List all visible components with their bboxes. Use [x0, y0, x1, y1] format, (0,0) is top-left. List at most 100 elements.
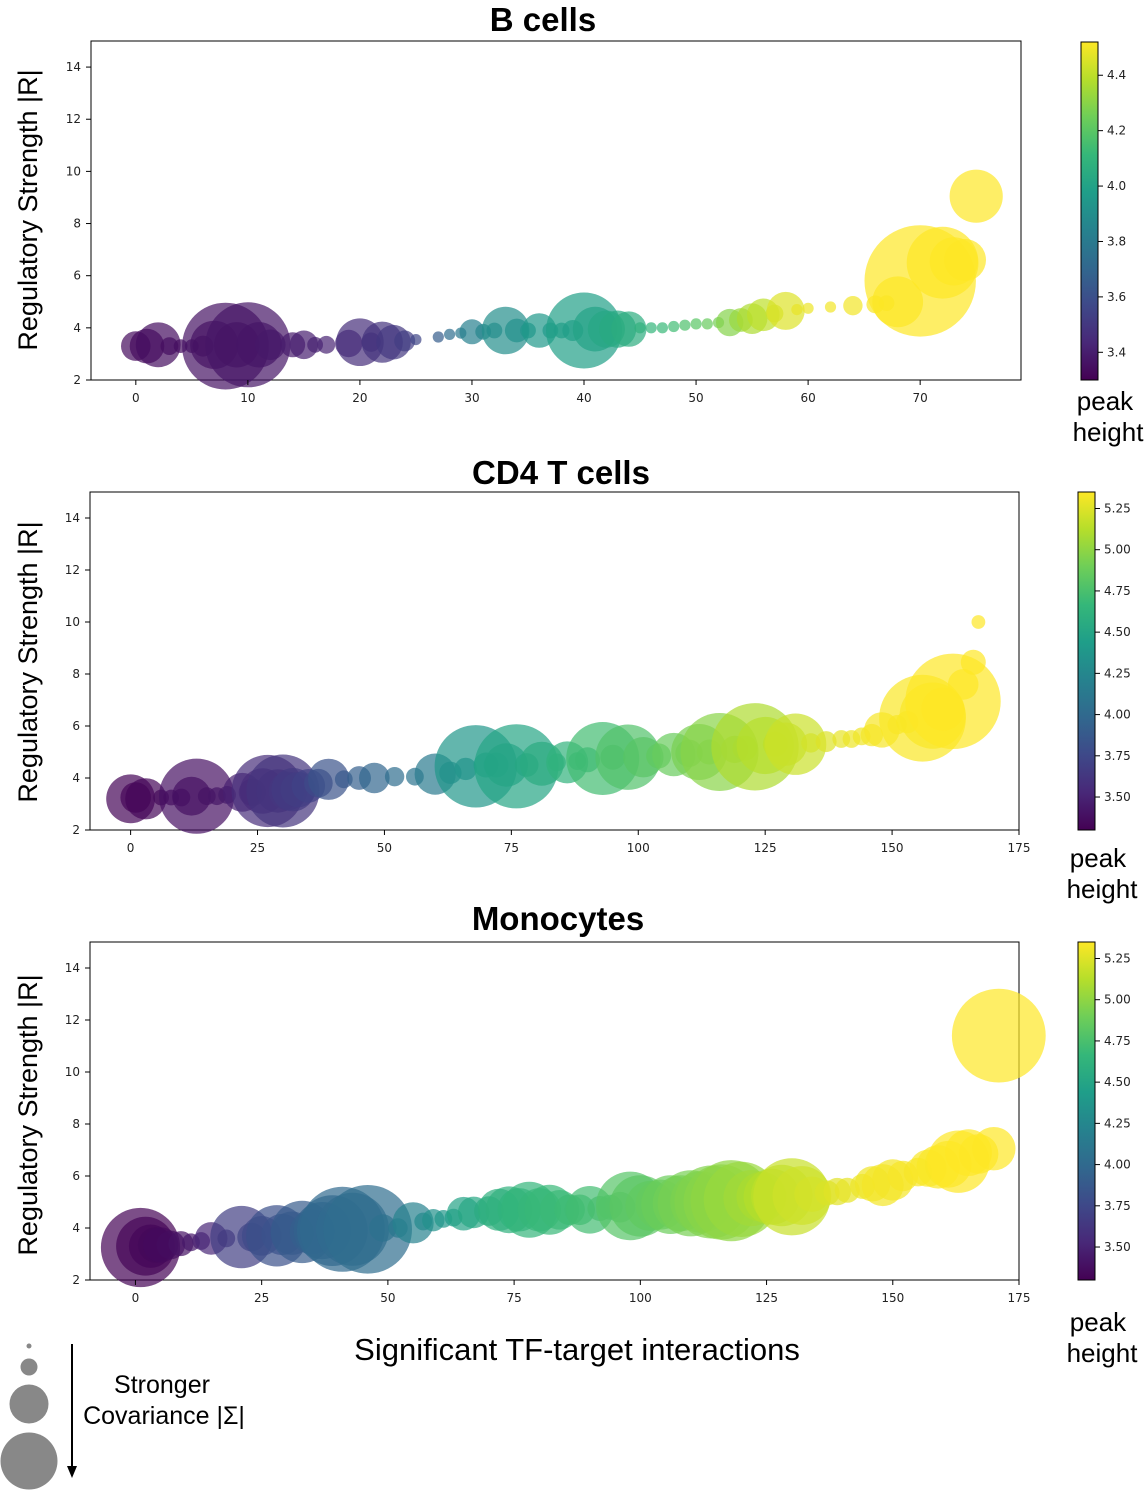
y-axis-ticks: 2 4 6 8 10 12 14 [66, 60, 91, 387]
y-tick-label: 14 [65, 961, 80, 975]
colorbar [1077, 941, 1096, 1281]
data-point [690, 318, 702, 330]
data-point [815, 731, 837, 753]
size-legend-label-line1: Stronger [114, 1371, 210, 1399]
y-tick-label: 14 [65, 511, 80, 525]
colorbar-tick-label: 4.25 [1104, 1116, 1131, 1130]
size-legend-circle-m [9, 1384, 49, 1424]
colorbar-tick-label: 3.6 [1107, 290, 1126, 304]
x-tick-label: 0 [127, 841, 135, 855]
y-tick-label: 6 [72, 719, 80, 733]
colorbar-tick-label: 5.25 [1104, 951, 1131, 965]
x-axis-ticks: 0 10 20 30 40 50 60 70 [132, 380, 928, 405]
colorbar-ticks: 3.50 3.75 4.00 4.25 4.50 4.75 5.00 5.25 [1095, 951, 1131, 1254]
colorbar-tick-label: 4.50 [1104, 1075, 1131, 1089]
y-tick-label: 4 [73, 321, 81, 335]
colorbar-tick-label: 4.2 [1107, 124, 1126, 138]
x-tick-label: 0 [132, 1291, 140, 1305]
data-point [843, 296, 863, 316]
colorbar-tick-label: 3.50 [1104, 790, 1131, 804]
scatter-points [100, 988, 1046, 1288]
data-point [359, 762, 390, 794]
data-point [504, 318, 529, 343]
data-point [947, 669, 979, 700]
data-point [384, 767, 405, 787]
data-point [905, 653, 1001, 749]
data-point [392, 1202, 434, 1244]
y-axis-label: Regulatory Strength |R| [13, 521, 43, 802]
y-axis-label: Regulatory Strength |R| [13, 69, 43, 350]
data-point [960, 649, 986, 675]
y-tick-label: 12 [65, 1013, 80, 1027]
colorbar-tick-label: 4.25 [1104, 666, 1131, 680]
x-tick-label: 50 [380, 1291, 395, 1305]
y-tick-label: 8 [72, 1117, 80, 1131]
data-point [317, 335, 336, 354]
data-point [766, 291, 805, 330]
y-tick-label: 8 [73, 217, 81, 231]
colorbar-tick-label: 3.50 [1104, 1240, 1131, 1254]
size-legend-label-line2: Covariance |Σ| [83, 1402, 245, 1430]
y-tick-label: 10 [65, 1065, 80, 1079]
size-legend-arrow-head [67, 1466, 77, 1478]
data-point [701, 318, 713, 330]
data-point [410, 334, 422, 346]
data-point [254, 329, 286, 361]
data-point [802, 302, 814, 314]
y-tick-label: 2 [72, 823, 80, 837]
data-point [791, 304, 803, 316]
x-tick-label: 20 [352, 391, 367, 405]
y-tick-label: 4 [72, 1221, 80, 1235]
data-point [668, 320, 680, 333]
data-point [949, 169, 1003, 223]
x-tick-label: 40 [576, 391, 591, 405]
x-tick-label: 25 [250, 841, 265, 855]
y-axis-ticks: 2 4 6 8 10 12 14 [65, 511, 90, 837]
x-axis-ticks: 0 25 50 75 100 125 150 175 [132, 1280, 1031, 1305]
colorbar-tick-label: 3.75 [1104, 1199, 1131, 1213]
size-legend: Stronger Covariance |Σ| [0, 1343, 245, 1490]
colorbar-tick-label: 4.4 [1107, 68, 1126, 82]
x-tick-label: 25 [254, 1291, 269, 1305]
size-legend-circle-xs [26, 1343, 32, 1349]
colorbar-label-line2: height [1067, 1338, 1139, 1368]
x-tick-label: 30 [464, 391, 479, 405]
y-tick-label: 4 [72, 771, 80, 785]
x-tick-label: 125 [754, 841, 777, 855]
colorbar-ticks: 3.4 3.6 3.8 4.0 4.2 4.4 [1098, 68, 1126, 359]
data-point [432, 331, 444, 343]
x-axis-ticks: 0 25 50 75 100 125 150 175 [127, 830, 1030, 855]
x-tick-label: 75 [506, 1291, 521, 1305]
data-point [611, 311, 647, 347]
data-point [459, 319, 485, 345]
data-point [369, 1214, 397, 1242]
data-point [160, 337, 179, 355]
y-axis-ticks: 2 4 6 8 10 12 14 [65, 961, 90, 1287]
data-point [764, 713, 827, 775]
data-point [135, 322, 181, 368]
data-point [634, 322, 646, 334]
panel-monocytes: Monocytes Regulatory Strength |R| 0 25 50 7… [13, 900, 1138, 1368]
x-tick-label: 175 [1008, 1291, 1031, 1305]
colorbar-tick-label: 4.75 [1104, 584, 1131, 598]
x-tick-label: 60 [800, 391, 815, 405]
x-tick-label: 50 [377, 841, 392, 855]
colorbar-tick-label: 3.4 [1107, 345, 1126, 359]
x-tick-label: 125 [755, 1291, 778, 1305]
x-tick-label: 100 [627, 841, 650, 855]
colorbar-ticks: 3.50 3.75 4.00 4.25 4.50 4.75 5.00 5.25 [1095, 501, 1131, 804]
panel-b-cells: B cells Regulatory Strength |R| 0 10 20 30 4… [13, 1, 1144, 447]
colorbar-tick-label: 4.00 [1104, 708, 1131, 722]
y-tick-label: 2 [73, 373, 81, 387]
panel-title: B cells [490, 1, 596, 38]
data-point [645, 322, 657, 334]
data-point [323, 1185, 413, 1274]
panel-cd4-t-cells: CD4 T cells Regulatory Strength |R| 0 25 5… [13, 454, 1138, 904]
data-point [824, 301, 837, 313]
data-point [656, 322, 669, 334]
colorbar-tick-label: 5.25 [1104, 501, 1131, 515]
colorbar-label-line2: height [1067, 874, 1139, 904]
data-point [444, 328, 456, 340]
x-tick-label: 75 [504, 841, 519, 855]
